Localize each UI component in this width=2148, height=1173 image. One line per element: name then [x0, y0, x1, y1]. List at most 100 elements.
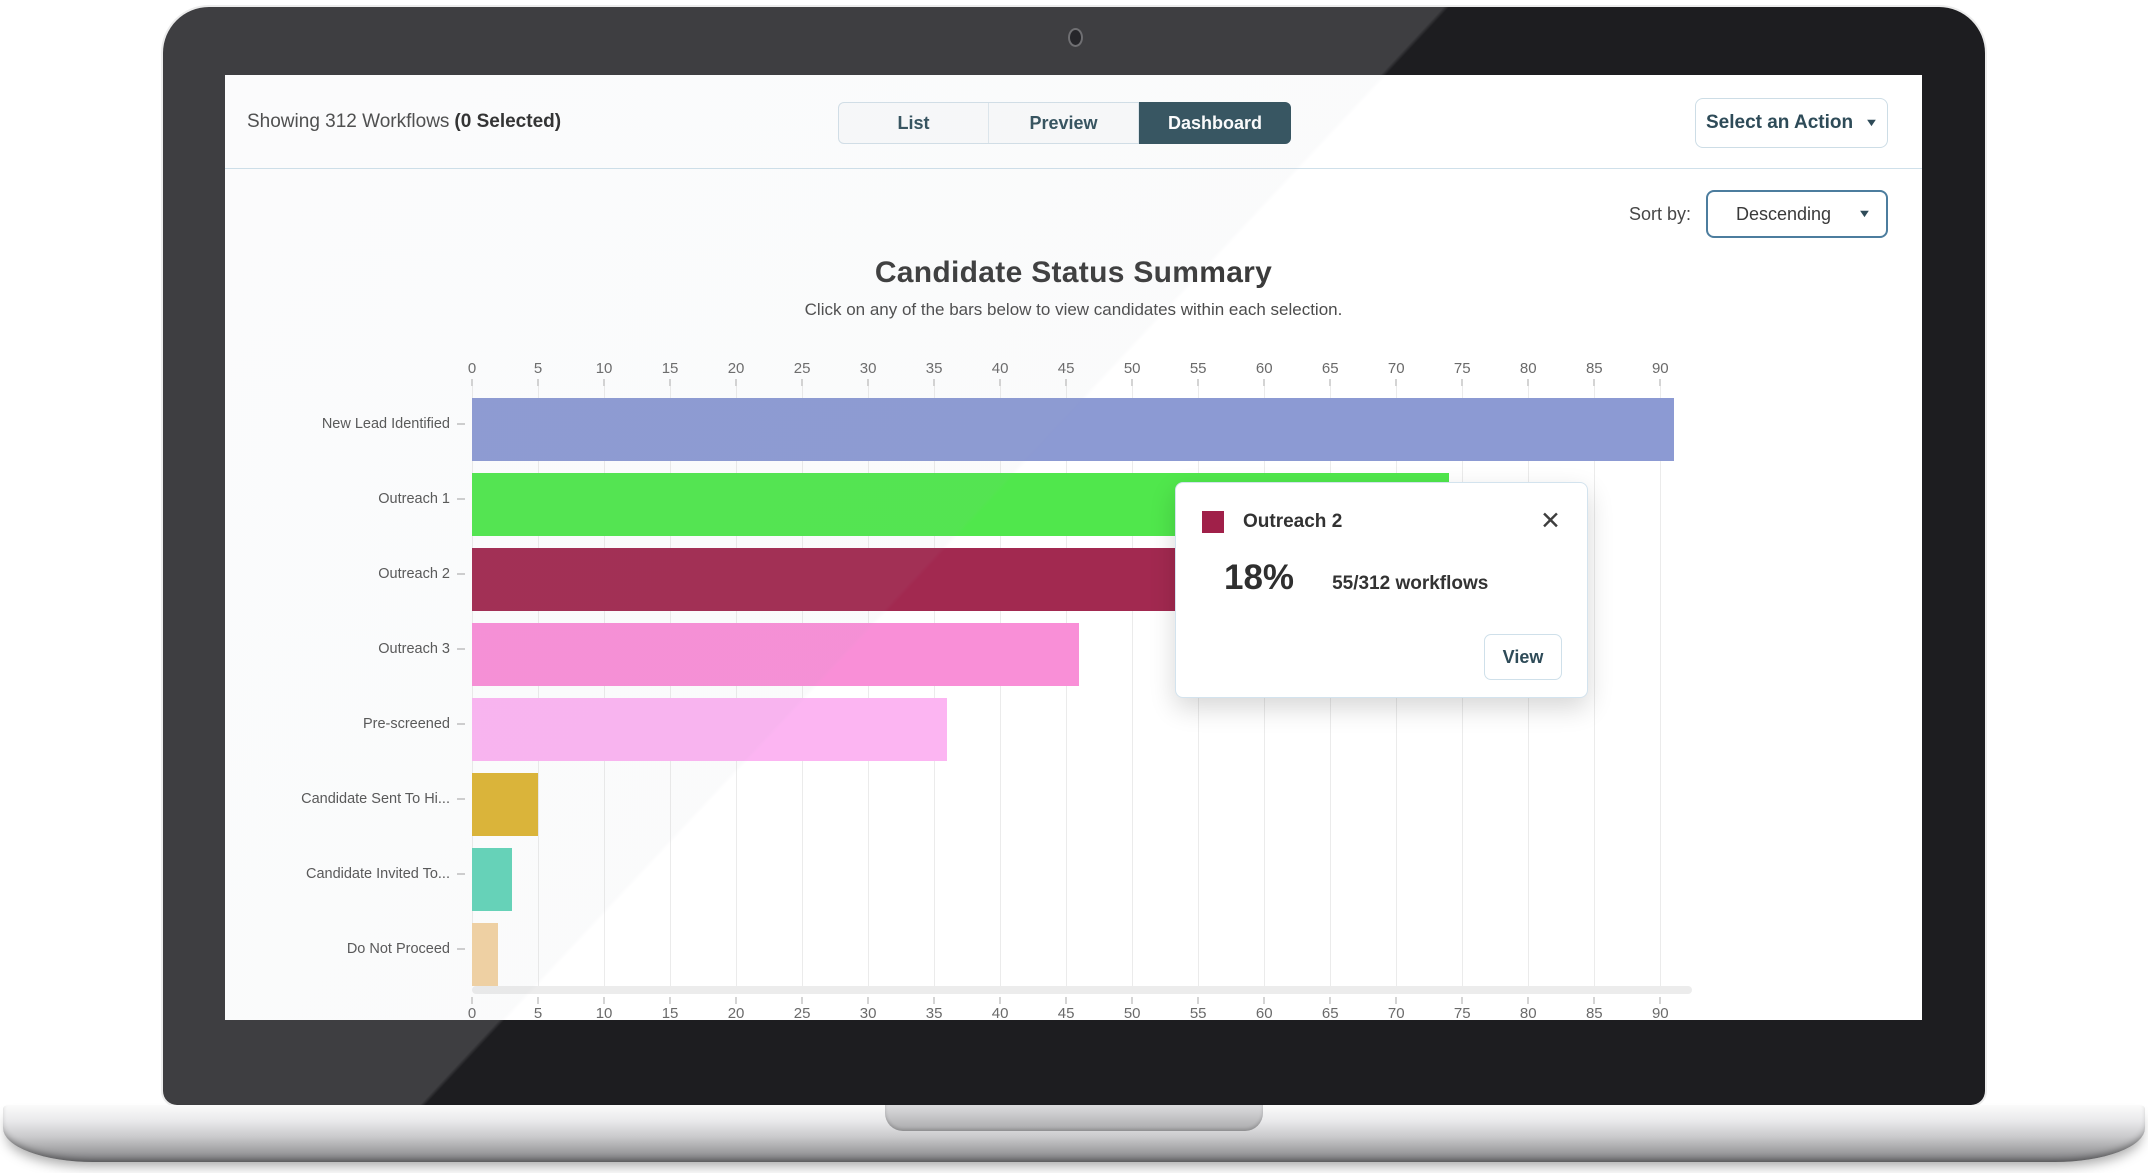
webcam-icon: [1068, 28, 1083, 47]
tab-list[interactable]: List: [839, 103, 989, 143]
category-row-do-not-proceed: Do Not Proceed: [225, 911, 465, 986]
x-tick-mark: [669, 379, 672, 386]
x-tick-mark: [1395, 379, 1398, 386]
close-icon[interactable]: ✕: [1540, 507, 1561, 535]
x-gridline-85: [1594, 386, 1596, 986]
bar-new-lead-identified[interactable]: [472, 398, 1674, 461]
x-gridline-90: [1660, 386, 1662, 986]
laptop-base: [3, 1105, 2145, 1162]
x-tick-label-85: 85: [1585, 360, 1603, 377]
category-axis: New Lead Identified Outreach 1 Outreach 2 O…: [225, 386, 465, 986]
category-row-candidate-invited-to: Candidate Invited To...: [225, 836, 465, 911]
category-label-new-lead-identified: New Lead Identified: [321, 415, 450, 432]
workflow-count-text: Showing 312 Workflows (0 Selected): [247, 75, 561, 168]
x-gridline-5: [538, 386, 539, 986]
category-label-candidate-sent-to-hi: Candidate Sent To Hi...: [301, 790, 450, 807]
x-tick-label-70: 70: [1387, 360, 1405, 377]
tooltip-stats: 18% 55/312 workflows: [1224, 558, 1561, 598]
x-tick-label-60: 60: [1255, 1005, 1273, 1020]
x-tick-mark: [537, 379, 539, 386]
x-tick-label-80: 80: [1519, 360, 1537, 377]
sort-controls: Sort by: Descending ▼: [1629, 190, 1888, 238]
category-row-pre-screened: Pre-screened: [225, 686, 465, 761]
x-tick-label-65: 65: [1321, 360, 1339, 377]
bar-row-outreach-2: [472, 536, 1692, 611]
sort-by-label: Sort by:: [1628, 203, 1691, 224]
x-tick-label-75: 75: [1453, 1005, 1471, 1020]
laptop-notch: [885, 1105, 1263, 1131]
x-tick-mark: [471, 379, 473, 386]
selected-count: (0 Selected): [454, 110, 562, 132]
bar-series: [472, 386, 1692, 986]
x-tick-label-5: 5: [533, 360, 543, 377]
tooltip-detail: 55/312 workflows: [1332, 573, 1489, 594]
x-tick-label-0: 0: [467, 1005, 477, 1020]
laptop-screen: Showing 312 Workflows (0 Selected) List …: [225, 75, 1922, 1020]
x-tick-mark: [1527, 997, 1530, 1004]
x-tick-label-5: 5: [533, 1005, 543, 1020]
x-axis-bottom: 0 5 10 15 20 25 30 35 40 45 50 55 60 65 70 75 80 85 90: [468, 1005, 1692, 1020]
bar-row-outreach-3: [472, 611, 1692, 686]
x-tick-mark: [999, 379, 1002, 386]
bar-do-not-proceed[interactable]: [472, 923, 499, 986]
tab-preview[interactable]: Preview: [989, 103, 1139, 143]
x-tick-label-65: 65: [1321, 1005, 1339, 1020]
bar-row-new-lead-identified: [472, 386, 1692, 461]
x-tick-label-40: 40: [991, 1005, 1009, 1020]
category-label-outreach-2: Outreach 2: [378, 565, 450, 582]
select-action-button[interactable]: Select an Action ▼: [1695, 98, 1888, 148]
x-tick-mark: [1527, 379, 1530, 386]
category-row-outreach-1: Outreach 1: [225, 461, 465, 536]
header-divider: [225, 168, 1922, 169]
x-tick-mark: [537, 997, 539, 1004]
bar-pre-screened[interactable]: [472, 698, 948, 761]
x-tick-label-55: 55: [1189, 1005, 1207, 1020]
category-tick-mark: [457, 497, 465, 500]
category-row-candidate-sent-to-hi: Candidate Sent To Hi...: [225, 761, 465, 836]
x-tick-mark: [735, 997, 738, 1004]
x-tick-label-0: 0: [467, 360, 477, 377]
x-tick-mark: [1263, 379, 1266, 386]
x-tick-label-50: 50: [1123, 360, 1141, 377]
category-tick-mark: [457, 797, 465, 800]
bar-candidate-invited-to[interactable]: [472, 848, 512, 911]
x-axis-top-ticks: [471, 379, 1692, 386]
sort-order-dropdown[interactable]: Descending ▼: [1706, 190, 1888, 238]
x-tick-label-40: 40: [991, 360, 1009, 377]
x-tick-mark: [999, 997, 1002, 1004]
chevron-down-icon: ▼: [1857, 208, 1872, 220]
x-tick-mark: [1329, 997, 1332, 1004]
chart-title: Candidate Status Summary: [874, 256, 1273, 289]
x-tick-label-45: 45: [1057, 1005, 1075, 1020]
x-tick-mark: [1593, 997, 1596, 1004]
view-button[interactable]: View: [1484, 634, 1562, 680]
category-label-outreach-1: Outreach 1: [378, 490, 450, 507]
sort-order-value: Descending: [1736, 203, 1832, 224]
chart-scrollbar[interactable]: [472, 986, 1692, 994]
category-tick-mark: [457, 422, 465, 425]
x-gridline-30: [868, 386, 870, 986]
category-row-new-lead-identified: New Lead Identified: [225, 386, 465, 461]
tab-dashboard[interactable]: Dashboard: [1139, 102, 1291, 144]
bar-outreach-3[interactable]: [472, 623, 1080, 686]
x-gridline-35: [934, 386, 936, 986]
x-tick-label-20: 20: [727, 360, 745, 377]
x-tick-mark: [669, 997, 672, 1004]
x-tick-label-10: 10: [595, 360, 613, 377]
x-gridline-15: [670, 386, 672, 986]
x-tick-mark: [801, 997, 804, 1004]
x-gridline-50: [1132, 386, 1134, 986]
x-tick-label-30: 30: [859, 360, 877, 377]
x-gridline-25: [802, 386, 804, 986]
tooltip-percent: 18%: [1224, 558, 1295, 597]
bar-candidate-sent-to-hi[interactable]: [472, 773, 538, 836]
bar-row-candidate-sent-to-hi: [472, 761, 1692, 836]
x-tick-mark: [867, 379, 870, 386]
x-axis-top: 0 5 10 15 20 25 30 35 40 45 50 55 60 65 70 75 80 85 90: [468, 360, 1692, 377]
x-tick-mark: [933, 997, 936, 1004]
x-tick-mark: [1593, 379, 1596, 386]
category-label-outreach-3: Outreach 3: [378, 640, 450, 657]
view-tab-group: List Preview Dashboard: [838, 102, 1291, 144]
category-tick-mark: [457, 572, 465, 575]
bar-outreach-2[interactable]: [472, 548, 1199, 611]
